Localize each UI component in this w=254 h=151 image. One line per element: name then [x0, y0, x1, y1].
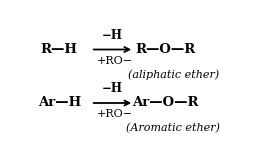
Text: Ar—O—R: Ar—O—R	[132, 96, 199, 109]
Text: −H: −H	[102, 29, 123, 42]
Text: R—H: R—H	[41, 43, 78, 56]
Text: (aliphatic ether): (aliphatic ether)	[128, 69, 219, 80]
Text: −H: −H	[102, 82, 123, 95]
Text: (Aromatic ether): (Aromatic ether)	[126, 123, 220, 133]
Text: R—O—R: R—O—R	[135, 43, 196, 56]
Text: Ar—H: Ar—H	[38, 96, 81, 109]
Text: +RO−: +RO−	[96, 56, 133, 66]
Text: +RO−: +RO−	[96, 109, 133, 119]
